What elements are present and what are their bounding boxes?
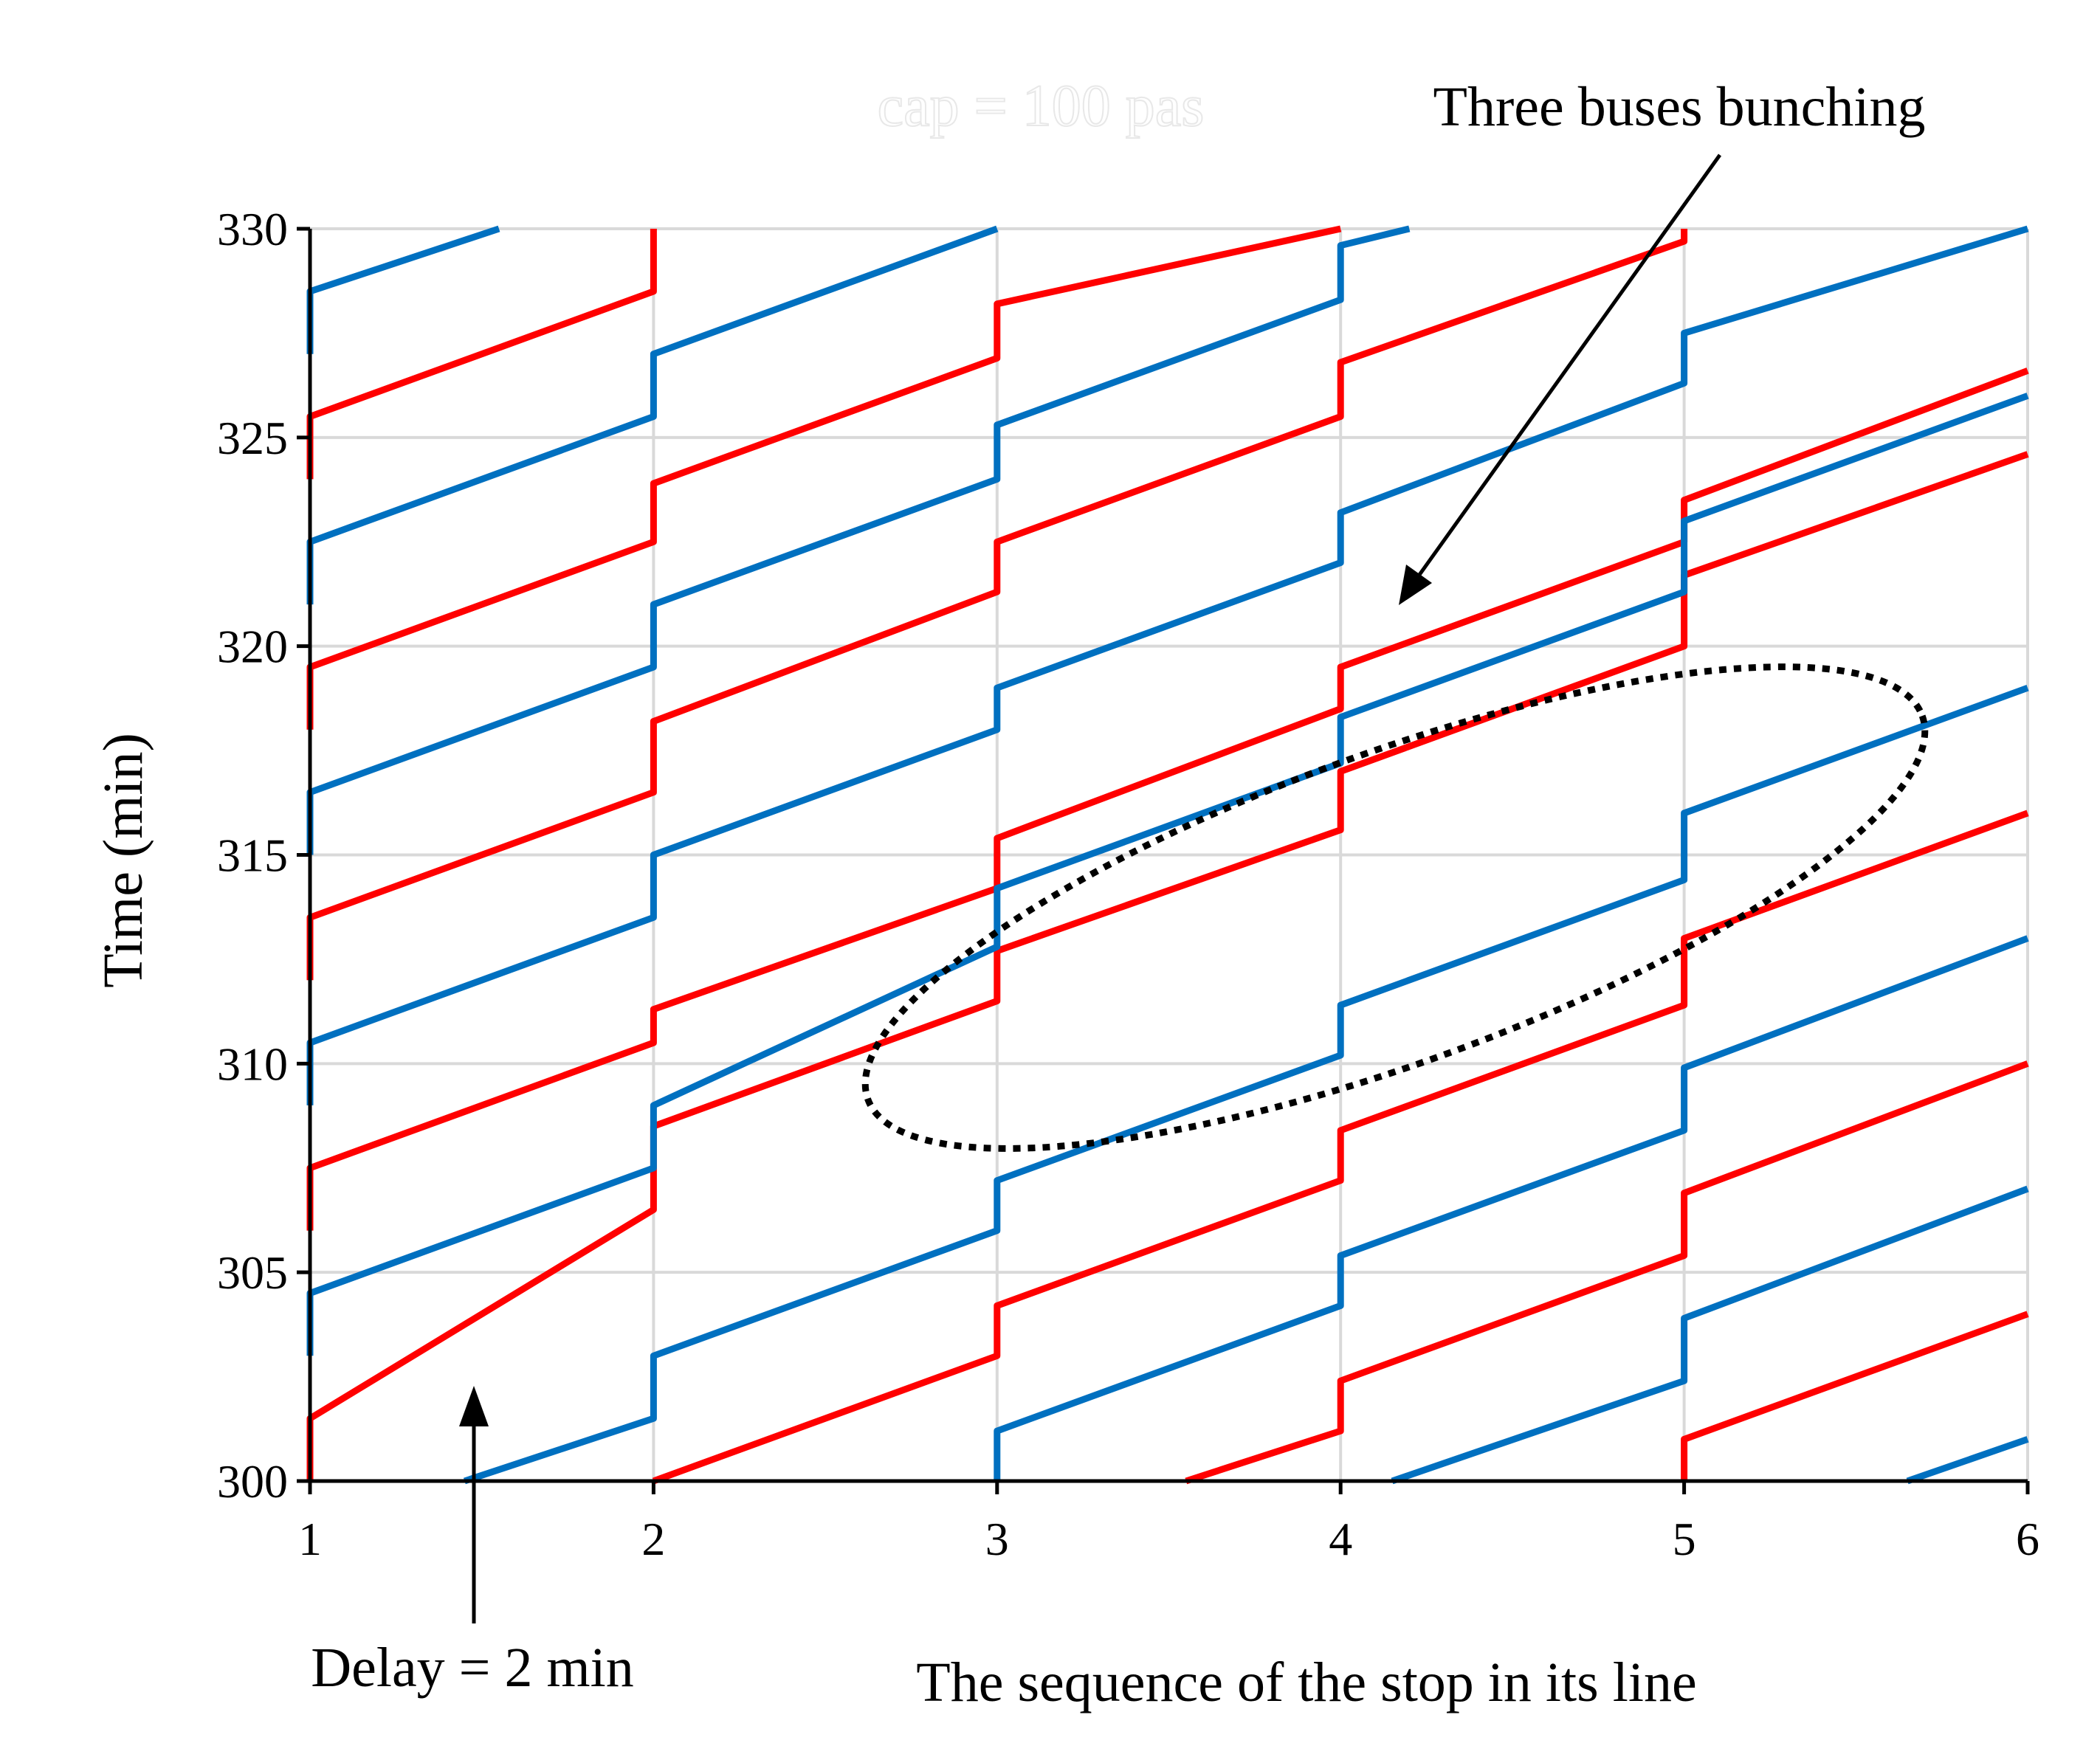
series-red-7 <box>1185 1060 2029 1485</box>
series-blue-11 <box>306 225 1411 855</box>
y-tick-label-330: 330 <box>217 203 288 255</box>
series-red-8 <box>1681 1311 2029 1481</box>
y-tick-label-300: 300 <box>217 1455 288 1508</box>
y-tick-label-315: 315 <box>217 829 288 882</box>
y-tick-label-320: 320 <box>217 621 288 673</box>
series-blue-9 <box>306 393 2029 1356</box>
x-tick-label-2: 2 <box>641 1513 665 1565</box>
series-red-6 <box>652 810 2029 1485</box>
y-tick-label-305: 305 <box>217 1246 288 1299</box>
series-blue-16 <box>1391 1185 2029 1485</box>
y-axis-label: Time (min) <box>92 733 154 988</box>
series-red-5 <box>306 229 657 480</box>
series-red-2 <box>306 367 2029 1231</box>
axes <box>297 227 2030 1494</box>
series-red-1 <box>306 451 2029 1481</box>
x-tick-label-5: 5 <box>1673 1513 1696 1565</box>
delay-annotation: Delay = 2 min <box>311 1637 634 1699</box>
x-tick-label-4: 4 <box>1329 1513 1352 1565</box>
bunching-arrow-shaft <box>1411 153 1722 584</box>
series-group <box>306 225 2029 1485</box>
y-tick-label-325: 325 <box>217 412 288 464</box>
bunching-ellipse <box>861 663 1929 1152</box>
series-blue-15 <box>994 935 2029 1481</box>
grid <box>310 227 2029 1481</box>
bunching-arrowhead <box>1399 565 1432 605</box>
delay-arrowhead <box>459 1386 489 1426</box>
y-tick-label-310: 310 <box>217 1038 288 1090</box>
bunching-annotation: Three buses bunching <box>1433 76 1926 138</box>
x-axis-label: The sequence of the stop in its line <box>916 1651 1696 1713</box>
series-blue-17 <box>1906 1436 2029 1485</box>
x-tick-label-6: 6 <box>2016 1513 2039 1565</box>
series-blue-10 <box>306 225 2029 1105</box>
x-tick-label-1: 1 <box>298 1513 322 1565</box>
x-tick-label-3: 3 <box>985 1513 1009 1565</box>
chart-title: cap = 100 pas <box>878 74 1205 139</box>
series-blue-14 <box>463 684 2029 1485</box>
tick-labels: 300 305 310 315 320 325 330 1 2 3 4 5 6 <box>217 203 2039 1565</box>
series-blue-13 <box>306 225 500 354</box>
series-red-3 <box>306 229 1688 981</box>
